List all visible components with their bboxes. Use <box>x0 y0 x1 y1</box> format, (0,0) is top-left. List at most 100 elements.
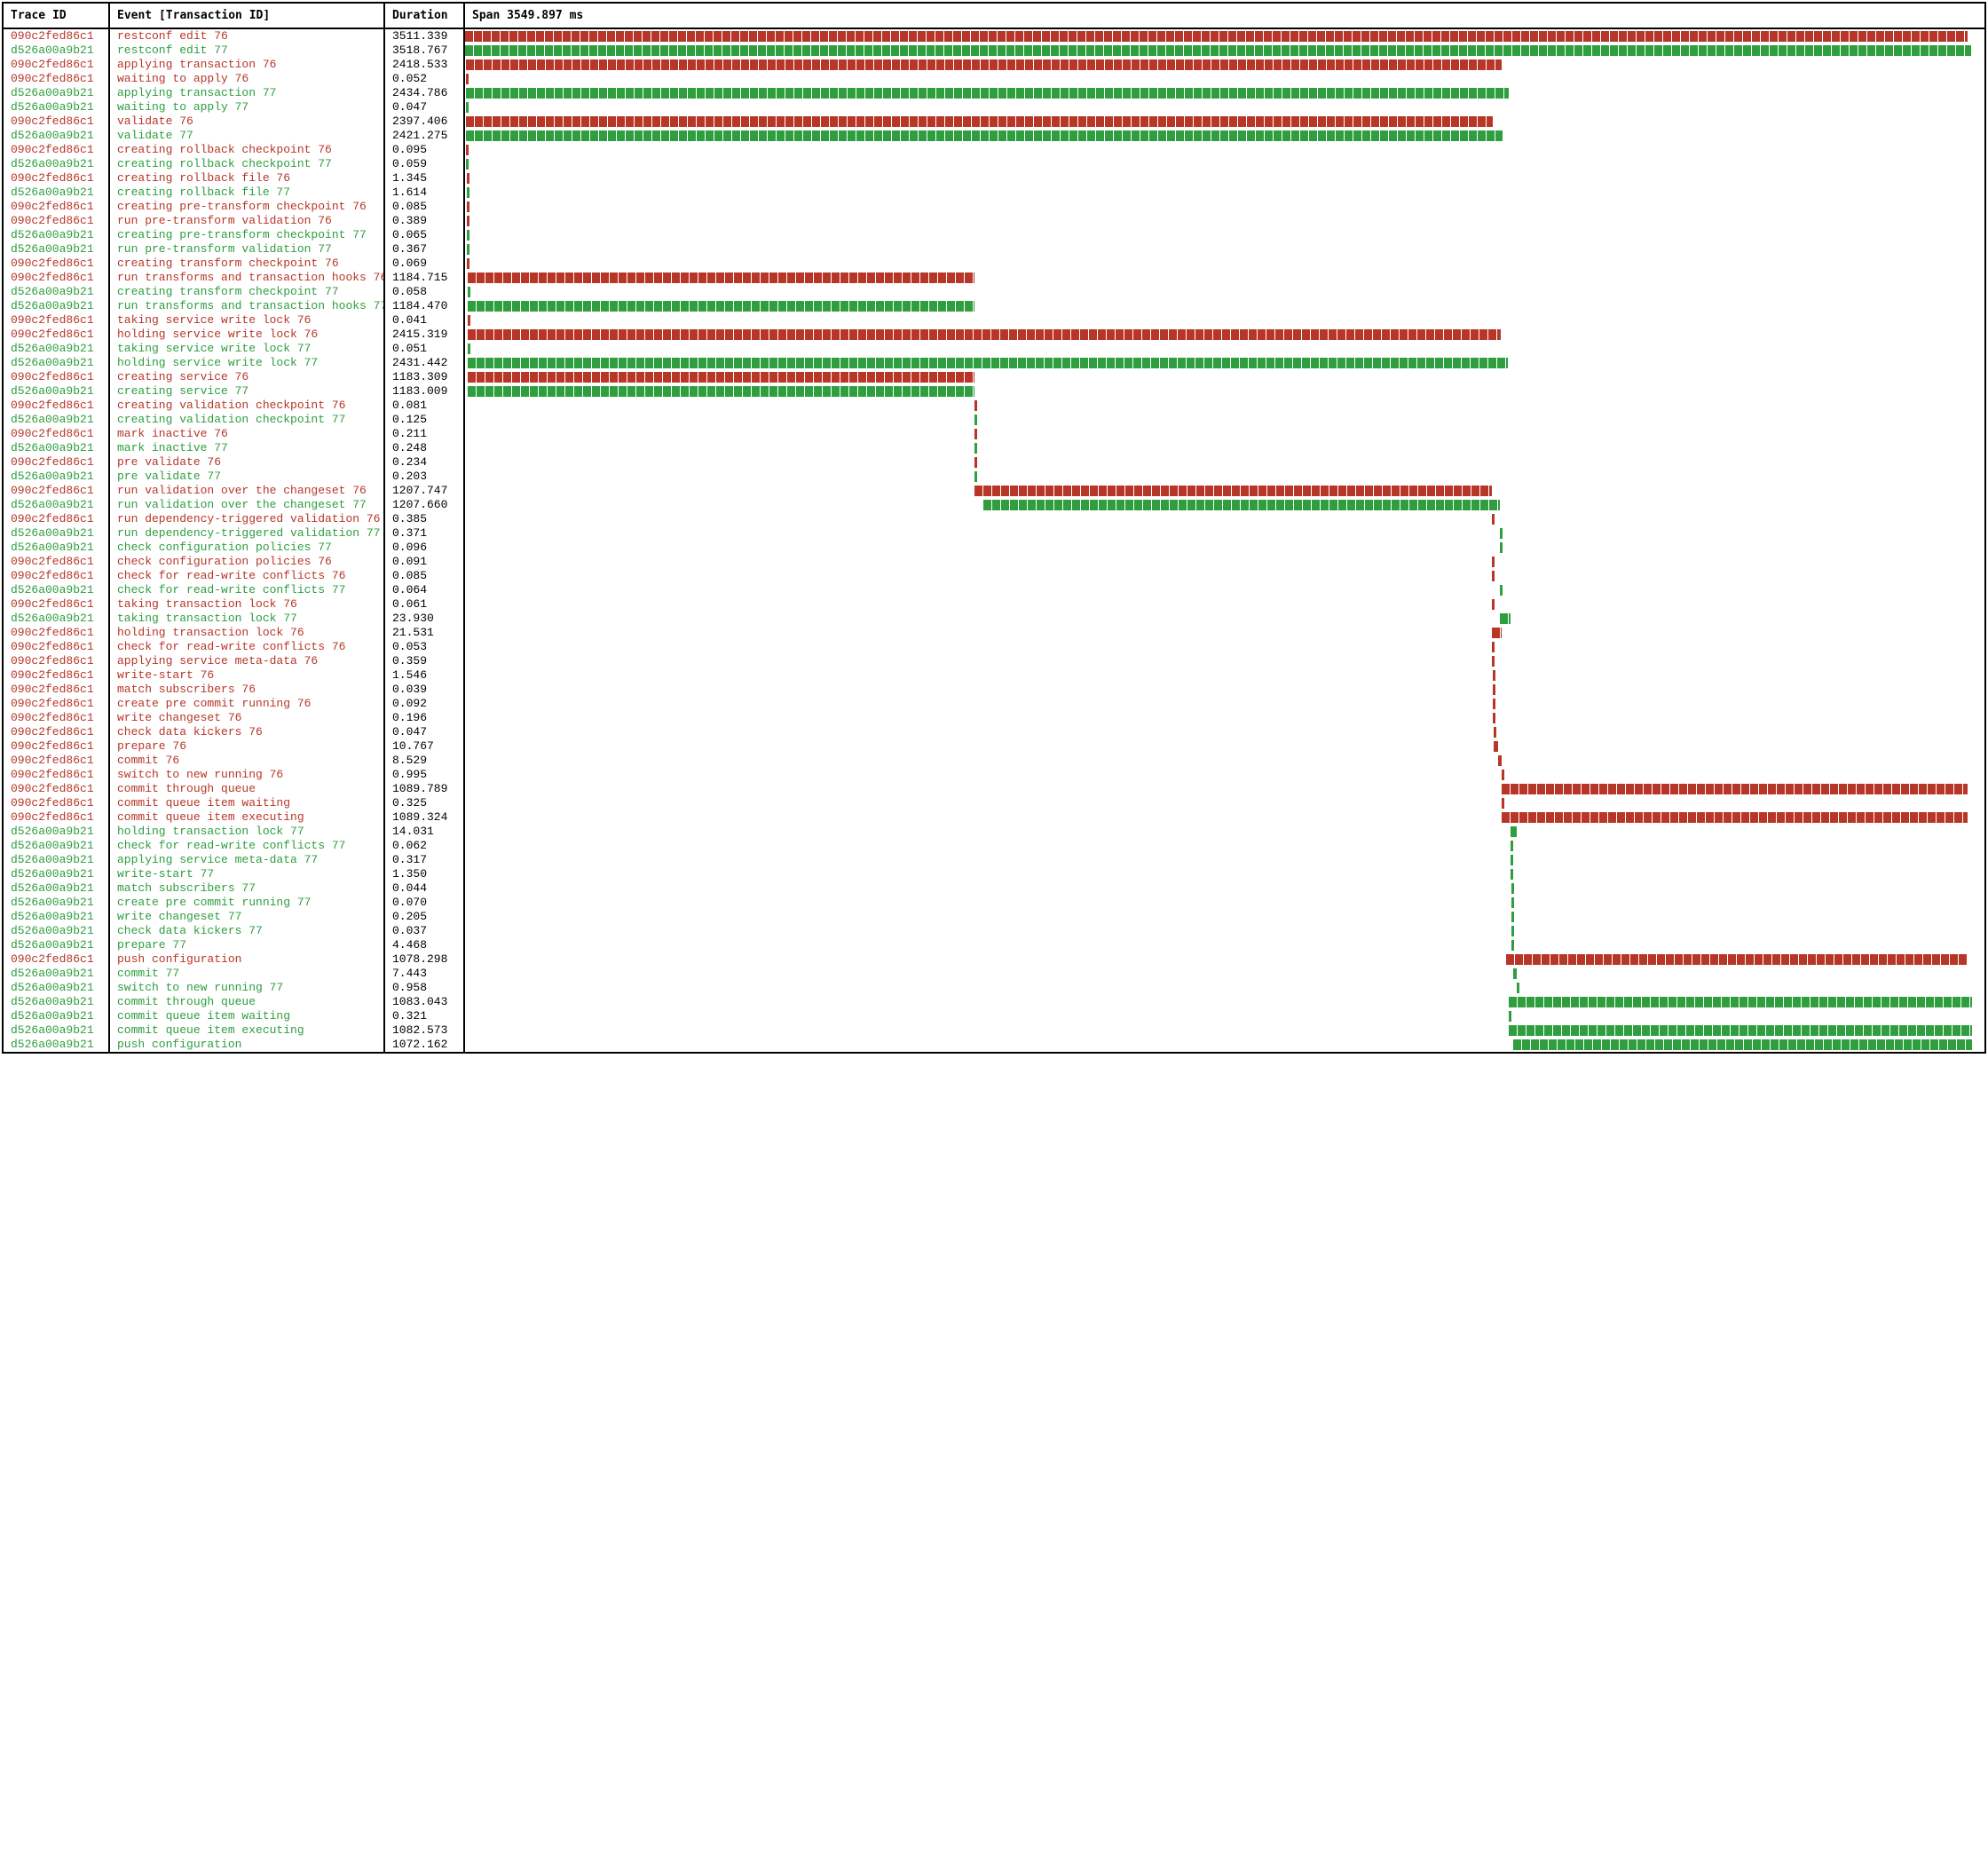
cell-event: creating rollback file 76 <box>110 171 385 186</box>
span-bar <box>974 457 977 468</box>
cell-event: write changeset 77 <box>110 910 385 924</box>
cell-span <box>465 583 1984 597</box>
table-row: d526a00a9b21commit 777.443 <box>4 967 1984 981</box>
span-bar <box>1511 940 1514 951</box>
trace-table: Trace ID Event [Transaction ID] Duration… <box>2 2 1986 1054</box>
cell-span <box>465 881 1984 896</box>
cell-event: match subscribers 76 <box>110 683 385 697</box>
cell-duration: 10.767 <box>385 739 465 754</box>
cell-trace-id: d526a00a9b21 <box>4 583 110 597</box>
table-row: d526a00a9b21mark inactive 770.248 <box>4 441 1984 455</box>
cell-event: create pre commit running 77 <box>110 896 385 910</box>
table-row: d526a00a9b21check data kickers 770.037 <box>4 924 1984 938</box>
table-row: d526a00a9b21waiting to apply 770.047 <box>4 100 1984 115</box>
span-bar <box>468 315 470 326</box>
cell-duration: 0.047 <box>385 100 465 115</box>
table-row: d526a00a9b21write-start 771.350 <box>4 867 1984 881</box>
span-bar <box>467 187 469 198</box>
table-row: d526a00a9b21commit through queue1083.043 <box>4 995 1984 1009</box>
cell-duration: 1078.298 <box>385 952 465 967</box>
cell-event: restconf edit 76 <box>110 29 385 43</box>
cell-trace-id: 090c2fed86c1 <box>4 72 110 86</box>
table-row: d526a00a9b21creating rollback file 771.6… <box>4 186 1984 200</box>
cell-span <box>465 498 1984 512</box>
cell-event: run validation over the changeset 76 <box>110 484 385 498</box>
table-row: d526a00a9b21run transforms and transacti… <box>4 299 1984 313</box>
cell-duration: 3518.767 <box>385 43 465 58</box>
table-row: 090c2fed86c1creating pre-transform check… <box>4 200 1984 214</box>
cell-event: creating rollback file 77 <box>110 186 385 200</box>
cell-span <box>465 555 1984 569</box>
table-row: d526a00a9b21prepare 774.468 <box>4 938 1984 952</box>
cell-duration: 0.081 <box>385 399 465 413</box>
cell-span <box>465 612 1984 626</box>
cell-span <box>465 384 1984 399</box>
cell-span <box>465 342 1984 356</box>
table-row: 090c2fed86c1write-start 761.546 <box>4 668 1984 683</box>
span-bar <box>1517 983 1519 993</box>
cell-span <box>465 285 1984 299</box>
table-row: 090c2fed86c1match subscribers 760.039 <box>4 683 1984 697</box>
table-row: 090c2fed86c1applying transaction 762418.… <box>4 58 1984 72</box>
cell-trace-id: d526a00a9b21 <box>4 43 110 58</box>
table-row: d526a00a9b21run dependency-triggered val… <box>4 526 1984 541</box>
cell-span <box>465 697 1984 711</box>
cell-trace-id: 090c2fed86c1 <box>4 739 110 754</box>
cell-trace-id: 090c2fed86c1 <box>4 328 110 342</box>
cell-span <box>465 186 1984 200</box>
cell-span <box>465 29 1984 43</box>
span-bar <box>1509 1011 1511 1022</box>
cell-event: prepare 77 <box>110 938 385 952</box>
cell-event: creating pre-transform checkpoint 77 <box>110 228 385 242</box>
cell-span <box>465 626 1984 640</box>
cell-duration: 2431.442 <box>385 356 465 370</box>
cell-span <box>465 228 1984 242</box>
cell-event: run dependency-triggered validation 76 <box>110 512 385 526</box>
span-bar <box>1511 855 1513 865</box>
cell-duration: 0.325 <box>385 796 465 810</box>
cell-duration: 0.059 <box>385 157 465 171</box>
span-bar <box>1493 699 1495 709</box>
cell-trace-id: d526a00a9b21 <box>4 910 110 924</box>
span-bar <box>1511 869 1513 880</box>
cell-duration: 2415.319 <box>385 328 465 342</box>
cell-span <box>465 853 1984 867</box>
cell-event: creating service 76 <box>110 370 385 384</box>
cell-duration: 0.051 <box>385 342 465 356</box>
cell-trace-id: d526a00a9b21 <box>4 129 110 143</box>
cell-event: run transforms and transaction hooks 76 <box>110 271 385 285</box>
cell-event: push configuration <box>110 1038 385 1052</box>
cell-span <box>465 356 1984 370</box>
cell-event: creating transform checkpoint 77 <box>110 285 385 299</box>
table-row: d526a00a9b21commit queue item waiting0.3… <box>4 1009 1984 1023</box>
cell-duration: 0.196 <box>385 711 465 725</box>
span-bar <box>468 301 974 312</box>
cell-trace-id: d526a00a9b21 <box>4 881 110 896</box>
table-row: 090c2fed86c1check for read-write conflic… <box>4 640 1984 654</box>
cell-span <box>465 143 1984 157</box>
cell-trace-id: 090c2fed86c1 <box>4 143 110 157</box>
cell-event: holding transaction lock 77 <box>110 825 385 839</box>
cell-duration: 0.317 <box>385 853 465 867</box>
cell-trace-id: d526a00a9b21 <box>4 839 110 853</box>
cell-event: check configuration policies 76 <box>110 555 385 569</box>
cell-event: check data kickers 77 <box>110 924 385 938</box>
cell-duration: 1082.573 <box>385 1023 465 1038</box>
table-row: d526a00a9b21taking transaction lock 7723… <box>4 612 1984 626</box>
table-row: 090c2fed86c1creating transform checkpoin… <box>4 257 1984 271</box>
cell-trace-id: d526a00a9b21 <box>4 413 110 427</box>
cell-event: commit 76 <box>110 754 385 768</box>
cell-event: taking transaction lock 76 <box>110 597 385 612</box>
table-row: 090c2fed86c1creating rollback file 761.3… <box>4 171 1984 186</box>
cell-trace-id: 090c2fed86c1 <box>4 654 110 668</box>
cell-span <box>465 257 1984 271</box>
table-row: 090c2fed86c1creating service 761183.309 <box>4 370 1984 384</box>
cell-trace-id: 090c2fed86c1 <box>4 427 110 441</box>
cell-span <box>465 839 1984 853</box>
cell-event: check for read-write conflicts 76 <box>110 640 385 654</box>
cell-duration: 0.058 <box>385 285 465 299</box>
cell-span <box>465 115 1984 129</box>
cell-duration: 0.321 <box>385 1009 465 1023</box>
span-bar <box>974 429 977 439</box>
cell-duration: 0.092 <box>385 697 465 711</box>
